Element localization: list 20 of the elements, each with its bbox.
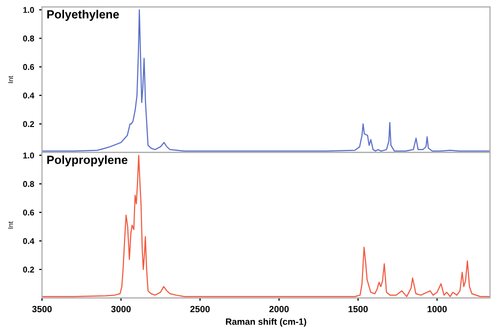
y-tick-label: 0.4 (23, 238, 34, 244)
x-tick-label: 2500 (190, 306, 210, 312)
x-tick-label: 3000 (111, 306, 131, 312)
x-tick-label: 1000 (428, 306, 447, 312)
y-tick-label: 1.0 (23, 152, 34, 158)
y-tick-label: 0.4 (23, 92, 34, 98)
chart-title: Polypropylene (47, 155, 128, 166)
chart-title: Polyethylene (47, 10, 119, 21)
y-tick-label: 0.8 (23, 181, 34, 187)
x-tick-label: 2000 (269, 306, 289, 312)
y-tick-label: 0.8 (23, 36, 34, 42)
y-tick-label: 0.6 (23, 210, 34, 216)
x-tick-label: 1500 (348, 306, 368, 312)
y-tick-label: 1.0 (23, 6, 34, 13)
y-tick-label: 0.2 (23, 121, 34, 128)
x-tick-label: 3500 (32, 306, 52, 312)
line-series (42, 154, 490, 298)
y-tick-label: 0.6 (23, 64, 34, 70)
y-tick-label: 0.2 (23, 266, 34, 273)
x-axis-title: Raman shift (cm-1) (226, 318, 306, 327)
